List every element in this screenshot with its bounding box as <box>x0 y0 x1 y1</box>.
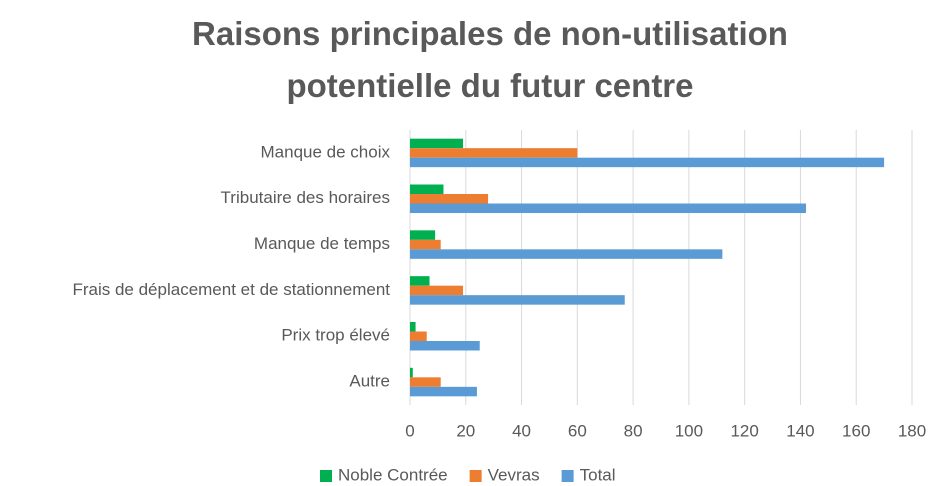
x-tick-label: 100 <box>675 421 703 440</box>
bar <box>410 138 463 149</box>
bar <box>410 386 477 397</box>
bar <box>410 203 807 213</box>
bar <box>410 341 480 351</box>
legend-label: Noble Contrée <box>338 465 448 484</box>
bar <box>410 239 441 250</box>
y-tick-label: Frais de déplacement et de stationnement <box>72 280 390 299</box>
bar <box>410 157 885 168</box>
bar <box>410 184 444 194</box>
bar <box>410 194 489 204</box>
x-tick-label: 40 <box>512 421 531 440</box>
x-tick-label: 160 <box>842 421 870 440</box>
chart-title: Raisons principales de non-utilisation p… <box>192 15 788 104</box>
y-tick-label: Prix trop élevé <box>281 326 390 345</box>
x-tick-label: 80 <box>624 421 643 440</box>
y-tick-label: Tributaire des horaires <box>221 188 390 207</box>
legend-swatch <box>561 470 574 482</box>
legend-swatch <box>320 470 332 482</box>
x-tick-label: 180 <box>898 421 926 440</box>
x-tick-label: 60 <box>568 421 587 440</box>
y-tick-label: Manque de choix <box>261 142 391 161</box>
bar <box>410 249 723 259</box>
legend-label: Vevras <box>488 465 540 484</box>
x-tick-label: 120 <box>730 421 758 440</box>
bar <box>410 295 625 305</box>
bar <box>410 276 430 286</box>
bar <box>410 230 436 240</box>
y-tick-label: Autre <box>349 372 390 391</box>
x-tick-label: 0 <box>405 421 414 440</box>
bar <box>410 377 441 387</box>
bar <box>410 285 463 296</box>
x-tick-label: 140 <box>786 421 814 440</box>
bar <box>410 367 413 378</box>
bar <box>410 322 416 332</box>
legend-swatch <box>469 470 482 482</box>
x-tick-label: 20 <box>456 421 475 440</box>
bar <box>410 148 578 158</box>
bar <box>410 331 427 341</box>
y-tick-label: Manque de temps <box>254 234 390 253</box>
legend-label: Total <box>580 465 616 484</box>
